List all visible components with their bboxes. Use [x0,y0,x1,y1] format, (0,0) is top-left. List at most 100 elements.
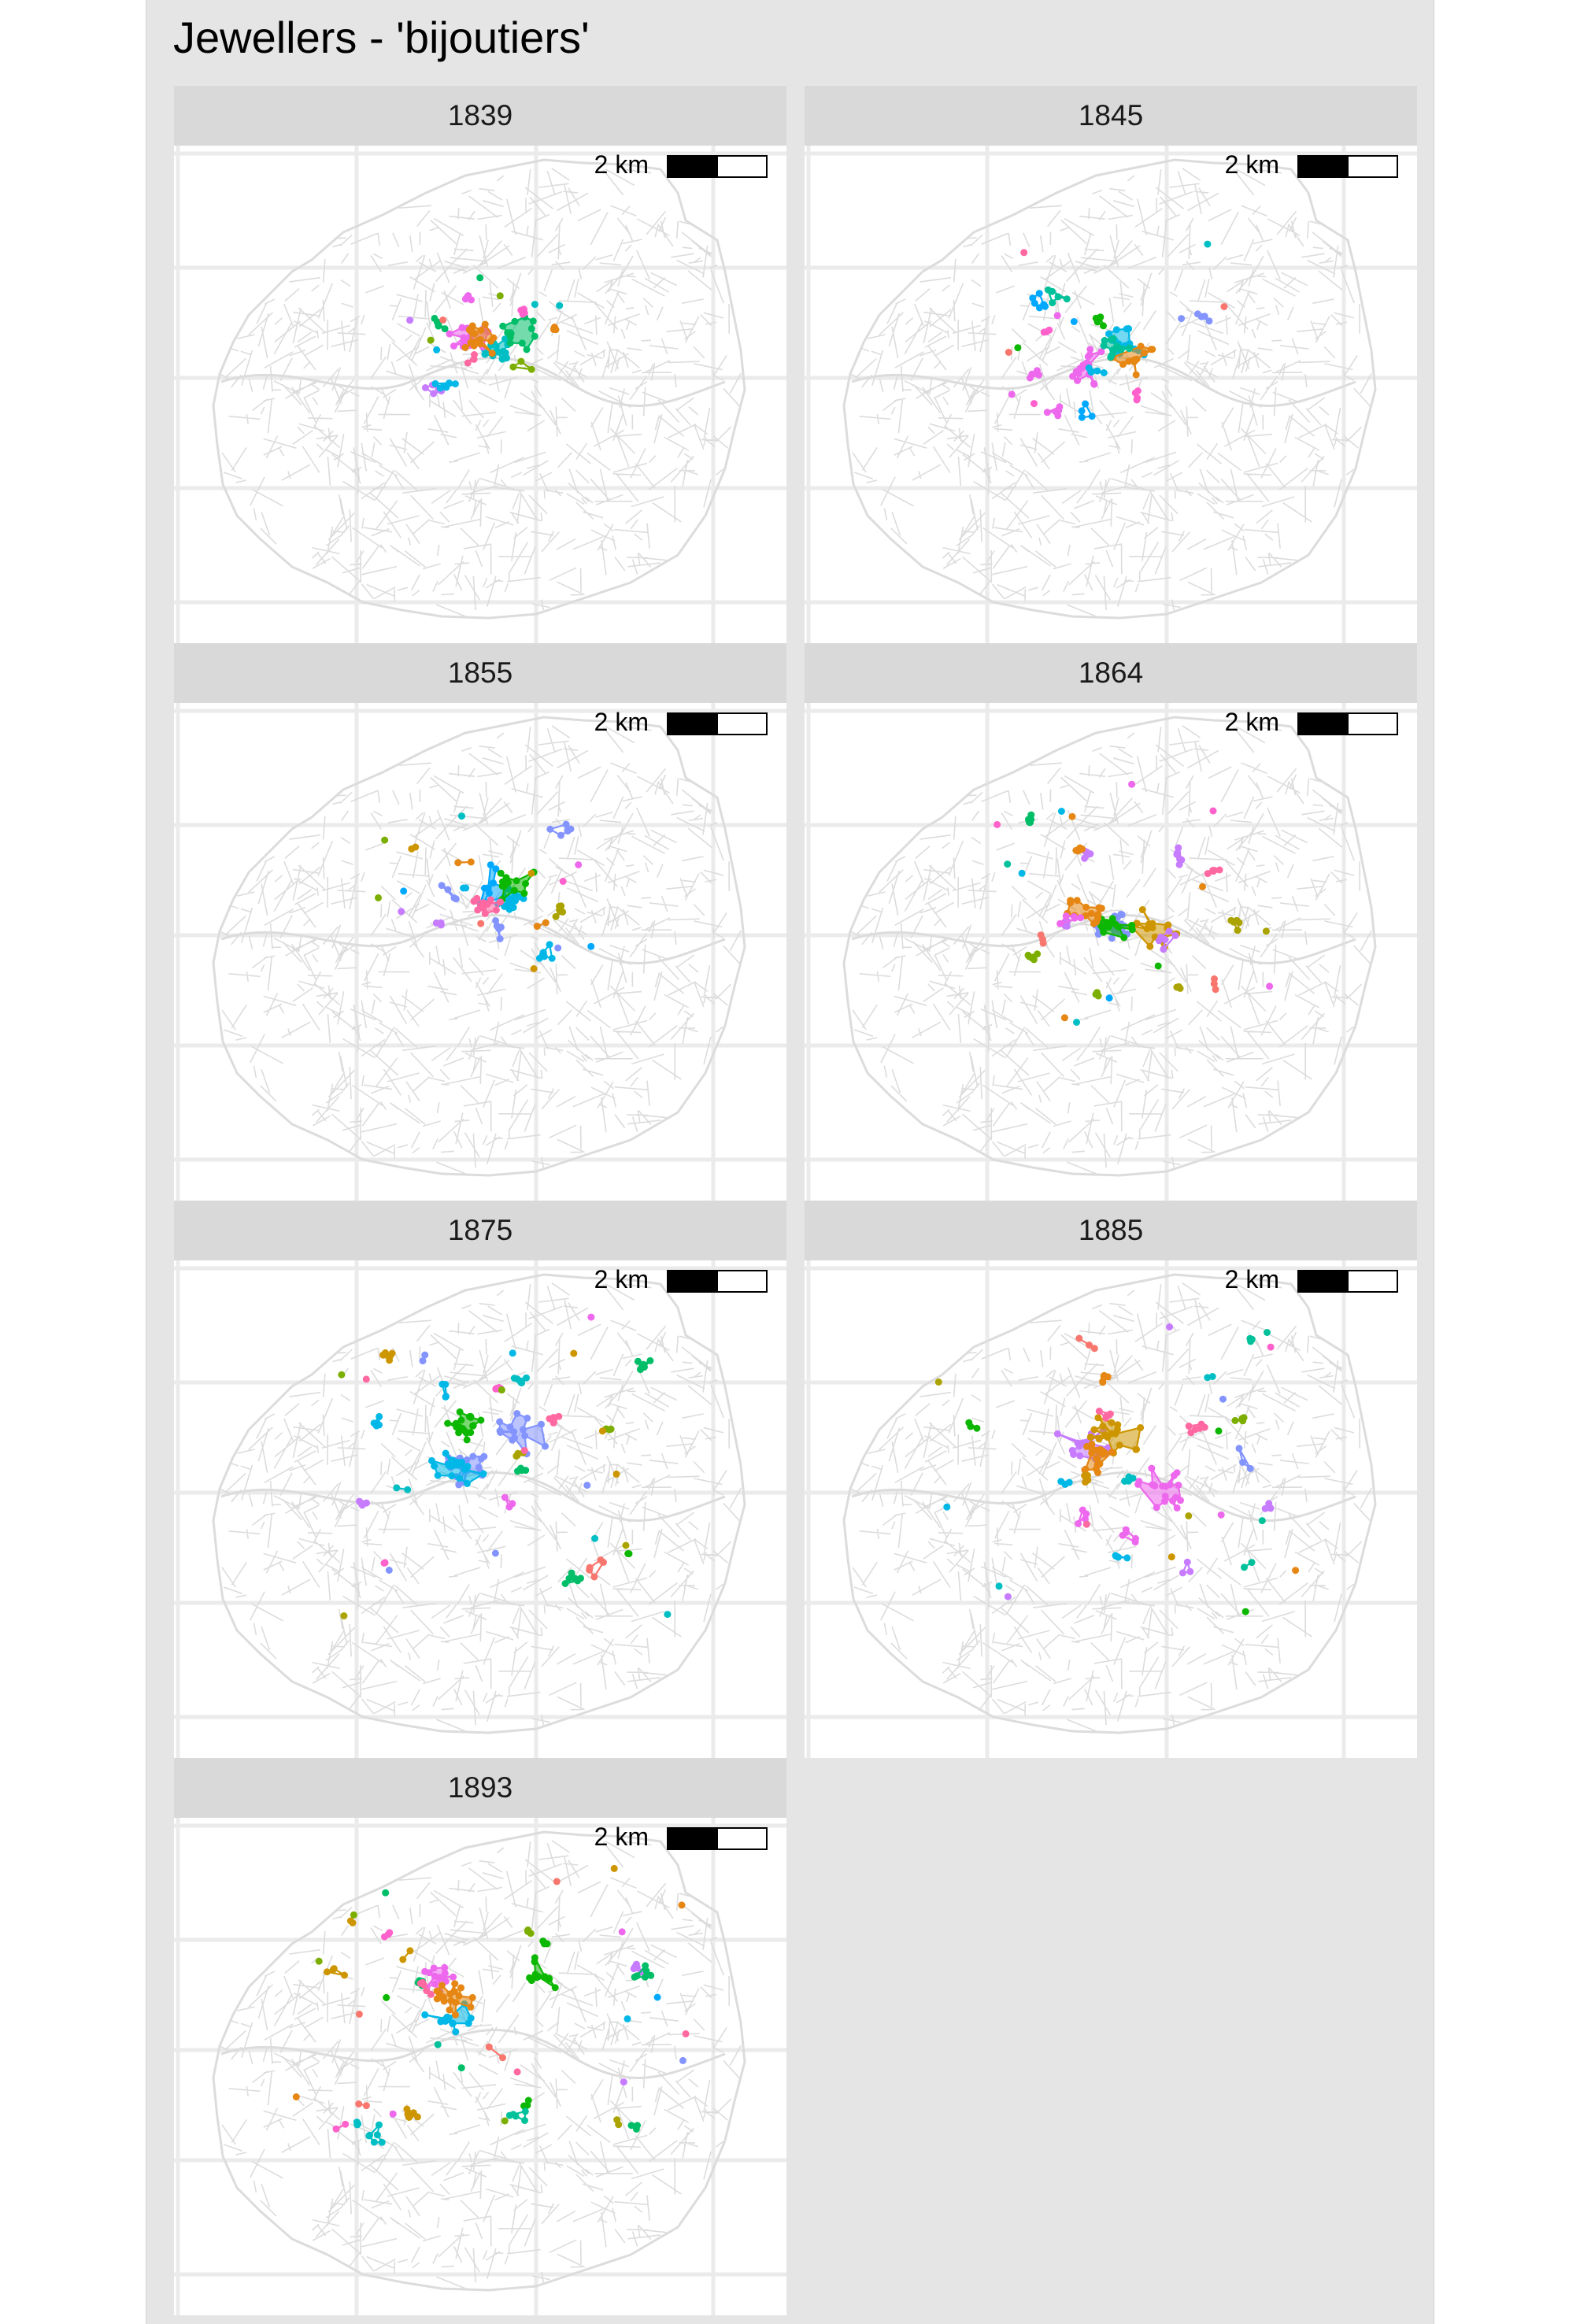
shop-point [504,329,512,337]
scale-bar-white-segment [716,155,768,178]
shop-point [1185,1423,1193,1430]
map-svg: 2 km [174,703,786,1201]
shop-point [561,1580,569,1587]
shop-point [473,338,481,346]
shop-point [362,1375,370,1383]
shop-point [618,1928,626,1936]
shop-point [520,1447,528,1454]
shop-point [973,1424,981,1432]
shop-point [1112,326,1120,334]
shop-point [406,1947,414,1955]
graticule [174,146,786,643]
shop-point [1074,377,1081,384]
shop-point [362,2102,370,2110]
shop-point [376,1412,383,1420]
shop-point [1119,361,1127,368]
shop-point [1108,1449,1116,1456]
shop-point [967,1423,975,1430]
shop-point [479,1470,487,1478]
shop-point [442,1393,450,1401]
shop-point [1082,1515,1089,1523]
cluster [365,2121,386,2146]
shop-point [554,944,562,952]
shop-point [492,1385,500,1393]
shop-point [1231,1416,1239,1424]
shop-point [332,2125,340,2133]
shop-point [431,1462,438,1470]
shop-point [338,1371,346,1378]
shop-point [1219,1395,1227,1403]
shop-point [1201,313,1208,320]
shop-point [527,324,535,332]
scale-bar-label: 2 km [594,708,649,736]
shop-point [1148,1464,1156,1472]
shop-point [1212,986,1219,994]
shop-point [527,365,535,373]
shop-point [498,883,506,890]
jeweller-clusters [406,274,564,398]
shop-point [634,2122,642,2130]
shop-point [477,1455,485,1463]
shop-point [1075,1334,1083,1342]
cluster [332,2120,350,2133]
shop-point [1246,1334,1254,1342]
shop-point [1076,844,1084,852]
shop-point [546,941,553,949]
shop-point [641,1973,649,1981]
shop-point [431,1980,438,1988]
cluster [1081,1440,1116,1476]
shop-point [1234,927,1241,934]
map-panel: 1885 2 km [805,1201,1417,1758]
shop-point [1122,1526,1130,1534]
shop-point [1097,348,1105,356]
scale-bar-white-segment [1347,1270,1398,1293]
shop-point [512,877,520,885]
shop-point [1169,1497,1177,1504]
shop-point [501,2117,509,2125]
cluster [552,902,567,920]
cluster [539,1937,551,1948]
shop-point [1118,911,1126,919]
shop-point [567,825,575,833]
shop-point [1078,413,1086,421]
shop-point [496,292,504,300]
shop-point [450,342,457,350]
shop-point [553,1878,561,1885]
shop-point [510,1428,518,1436]
shop-point [1049,287,1056,295]
shop-point [1035,290,1043,298]
shop-point [446,330,453,338]
shop-point [355,2100,363,2108]
scale-bar: 2 km [594,150,768,179]
shop-point [520,1426,527,1434]
cluster [403,2105,421,2121]
cluster [1193,310,1213,325]
scale-bar-black-segment [667,1270,718,1293]
shop-point [1123,1554,1131,1562]
shop-point [653,1993,661,2001]
shop-point [1108,1419,1116,1427]
street-network [212,716,746,1177]
shop-point [430,1964,438,1972]
cluster [1056,912,1085,927]
street-network [212,1830,746,2292]
cluster [492,917,505,942]
shop-point [1239,1414,1247,1422]
cluster [499,313,538,353]
shop-point [623,2015,631,2022]
shop-point [556,302,564,309]
map-panel: 1839 2 km [174,86,786,643]
shop-point [486,889,493,897]
shop-point [381,836,389,844]
shop-point [1004,860,1012,868]
shop-point [434,1471,442,1479]
cluster [1040,326,1053,336]
shop-point [444,1419,452,1427]
shop-point [1132,371,1140,379]
panel-year-label: 1864 [805,643,1417,703]
shop-point [1098,1447,1106,1455]
shop-point [1166,1323,1174,1330]
shop-point [527,869,535,877]
shop-point [1033,367,1041,375]
shop-point [540,953,548,960]
